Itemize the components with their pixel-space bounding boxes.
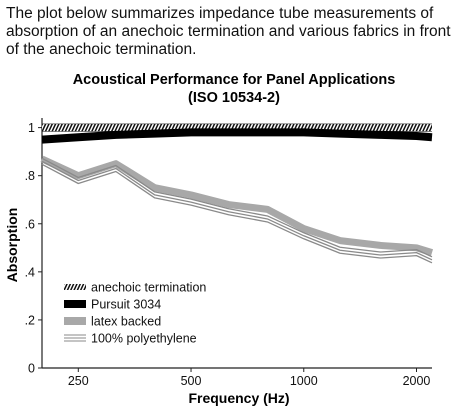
y-tick-label: 0	[28, 362, 35, 376]
x-axis-label: Frequency (Hz)	[188, 390, 289, 406]
legend-latex-backed-swatch	[64, 317, 86, 325]
legend-pursuit-3034-label: Pursuit 3034	[91, 298, 161, 312]
series-100-polyethylene-line	[41, 157, 433, 258]
y-tick-label: .6	[25, 217, 35, 231]
chart-subtitle: (ISO 10534-2)	[188, 90, 280, 106]
y-tick-label: .8	[25, 169, 35, 183]
chart-title: Acoustical Performance for Panel Applica…	[72, 72, 396, 88]
x-tick-label: 500	[181, 374, 202, 388]
legend-100-polyethylene-label: 100% polyethylene	[91, 332, 197, 346]
legend-anechoic-termination-swatch	[64, 284, 86, 290]
series-100-polyethylene-line	[41, 163, 433, 264]
y-tick-label: .2	[25, 313, 35, 327]
y-tick-label: 1	[28, 121, 35, 135]
series-latex-backed-line	[40, 155, 434, 256]
series-pursuit-3034-line	[41, 128, 433, 144]
legend-anechoic-termination-label: anechoic termination	[91, 281, 206, 295]
x-tick-label: 2000	[403, 374, 431, 388]
x-tick-label: 1000	[290, 374, 318, 388]
legend-latex-backed-label: latex backed	[91, 315, 161, 329]
x-tick-label: 250	[68, 374, 89, 388]
y-tick-label: .4	[25, 265, 35, 279]
legend-pursuit-3034-swatch	[64, 300, 86, 308]
intro-text: The plot below summarizes impedance tube…	[6, 5, 451, 58]
y-axis-label: Absorption	[4, 208, 20, 283]
series-100-polyethylene-line	[41, 160, 433, 261]
